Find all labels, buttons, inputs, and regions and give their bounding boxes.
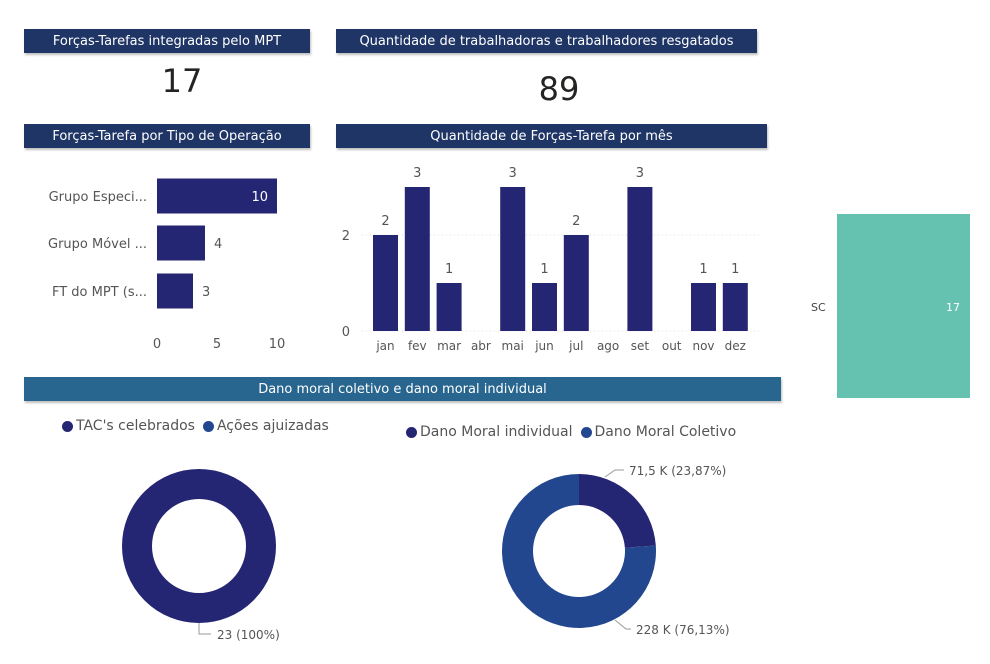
- y-tick-label: 2: [342, 229, 350, 244]
- tac-legend: TAC's celebrados Ações ajuizadas: [62, 418, 329, 434]
- leader-line: [614, 619, 631, 630]
- x-tick-label: dez: [725, 339, 746, 353]
- category-label: SC: [811, 301, 826, 314]
- donut-slice: [501, 474, 656, 628]
- y-tick-label: 0: [342, 325, 350, 340]
- x-tick-label: fev: [408, 339, 427, 353]
- legend-item-acoes: Ações ajuizadas: [202, 418, 329, 434]
- data-label: 17: [946, 301, 960, 314]
- x-tick-label: mar: [437, 339, 461, 353]
- dano-moral-title: Dano moral coletivo e dano moral individ…: [258, 381, 547, 397]
- bar: [563, 235, 589, 331]
- tipo-operacao-chart: Grupo Especi... 10 Grupo Móvel ... 4 FT do M…: [48, 178, 286, 352]
- data-label: 1: [699, 262, 707, 277]
- legend-item-individual: Dano Moral individual: [406, 424, 573, 440]
- legend-label: Ações ajuizadas: [216, 418, 329, 434]
- tipo-operacao-title: Forças-Tarefa por Tipo de Operação: [52, 128, 282, 144]
- bar: [157, 225, 205, 261]
- x-tick-label: 0: [153, 337, 161, 352]
- legend-item-coletivo: Dano Moral Coletivo: [580, 424, 737, 440]
- leader-line: [198, 623, 211, 635]
- leader-line: [604, 469, 624, 478]
- bar: [722, 283, 748, 331]
- legend-label: TAC's celebrados: [76, 418, 195, 434]
- sc-chart: SC 17: [811, 214, 970, 398]
- x-tick-label: nov: [692, 339, 714, 353]
- x-tick-label: mai: [502, 339, 524, 353]
- forcas-integradas-header: Forças-Tarefas integradas pelo MPT: [24, 29, 310, 53]
- donut-slice: [579, 474, 656, 548]
- legend-dot-icon: [406, 426, 417, 438]
- category-label: Grupo Móvel ...: [48, 237, 147, 252]
- x-tick-label: ago: [597, 339, 619, 353]
- bar: [436, 283, 462, 331]
- bar: [373, 235, 398, 331]
- x-tick-label: out: [662, 339, 682, 353]
- bar: [627, 187, 653, 331]
- dano-moral-header: Dano moral coletivo e dano moral individ…: [24, 377, 781, 401]
- data-label: 2: [381, 214, 389, 229]
- x-tick-label: abr: [471, 339, 491, 353]
- forcas-integradas-value: 17: [161, 62, 203, 100]
- x-tick-label: 5: [213, 337, 221, 352]
- legend-label: Dano Moral individual: [420, 424, 573, 440]
- resgatados-title: Quantidade de trabalhadoras e trabalhado…: [359, 33, 734, 49]
- bar: [404, 187, 430, 331]
- data-label: 1: [445, 262, 453, 277]
- x-tick-label: jun: [534, 339, 554, 353]
- donut-slice: [122, 469, 276, 623]
- por-mes-header: Quantidade de Forças-Tarefa por mês: [336, 124, 767, 148]
- bar: [532, 283, 557, 331]
- x-tick-label: 10: [269, 337, 286, 352]
- legend-dot-icon: [62, 420, 73, 432]
- data-label: 228 K (76,13%): [636, 623, 730, 637]
- donut-charts: 23 (100%) 71,5 K (23,87%) 228 K (76,13%): [122, 464, 730, 642]
- bar: [837, 214, 970, 398]
- data-label: 2: [572, 214, 580, 229]
- bar: [157, 273, 193, 309]
- x-tick-label: jul: [568, 339, 583, 353]
- resgatados-value: 89: [538, 70, 580, 108]
- dano-legend: Dano Moral individual Dano Moral Coletiv…: [406, 424, 736, 440]
- data-label: 71,5 K (23,87%): [629, 464, 726, 478]
- legend-dot-icon: [580, 426, 592, 438]
- resgatados-header: Quantidade de trabalhadoras e trabalhado…: [336, 29, 757, 53]
- legend-dot-icon: [202, 420, 214, 432]
- data-label: 1: [731, 262, 739, 277]
- forcas-integradas-title: Forças-Tarefas integradas pelo MPT: [52, 33, 282, 49]
- data-label: 3: [202, 285, 210, 300]
- data-label: 1: [540, 262, 548, 277]
- category-label: FT do MPT (s...: [52, 285, 147, 300]
- bar: [691, 283, 716, 331]
- data-label: 4: [214, 237, 222, 252]
- data-label: 23 (100%): [217, 628, 280, 642]
- por-mes-title: Quantidade de Forças-Tarefa por mês: [430, 128, 673, 144]
- data-label: 10: [251, 190, 268, 205]
- x-tick-label: set: [631, 339, 650, 353]
- tipo-operacao-header: Forças-Tarefa por Tipo de Operação: [24, 124, 310, 148]
- data-label: 3: [636, 166, 644, 181]
- data-label: 3: [413, 166, 421, 181]
- category-label: Grupo Especi...: [49, 190, 147, 205]
- x-tick-label: jan: [375, 339, 394, 353]
- data-label: 3: [509, 166, 517, 181]
- por-mes-chart: 0 2 2 jan 3 fev 1 mar abr 3 mai 1 jun 2 jul ago 3 set out 1…: [342, 166, 760, 353]
- legend-label: Dano Moral Coletivo: [594, 424, 737, 440]
- legend-item-tac: TAC's celebrados: [62, 418, 195, 434]
- bar: [157, 178, 277, 214]
- bar: [500, 187, 526, 331]
